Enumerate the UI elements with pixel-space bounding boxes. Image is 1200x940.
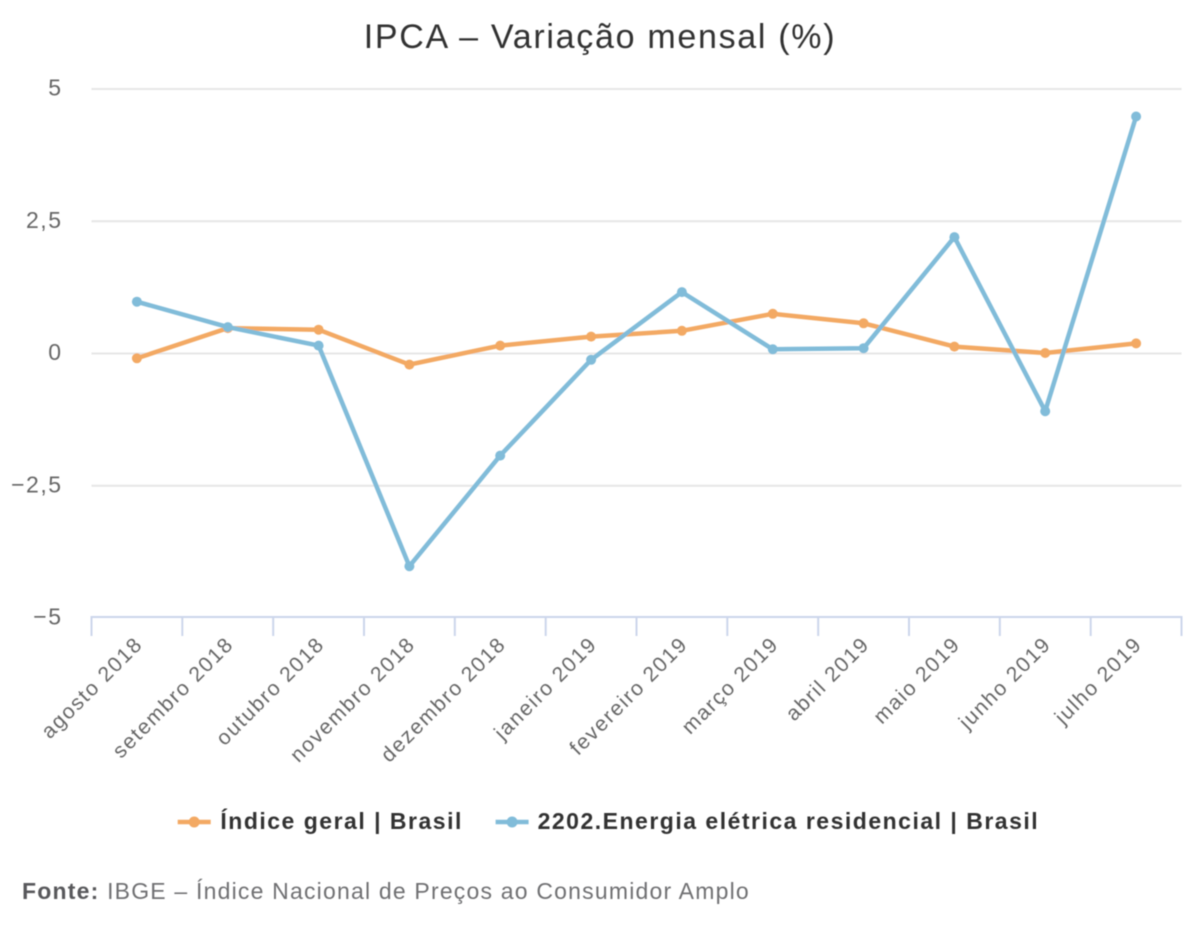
svg-text:2202.Energia elétrica residenc: 2202.Energia elétrica residencial | Bras… <box>538 808 1040 834</box>
svg-text:−5: −5 <box>33 604 62 630</box>
svg-text:IPCA – Variação mensal (%): IPCA – Variação mensal (%) <box>364 18 837 56</box>
svg-text:−2,5: −2,5 <box>11 471 62 497</box>
svg-text:Índice geral | Brasil: Índice geral | Brasil <box>220 807 462 834</box>
svg-text:2,5: 2,5 <box>26 207 62 233</box>
svg-text:Fonte: IBGE – Índice Nacional: Fonte: IBGE – Índice Nacional de Preços … <box>22 878 750 904</box>
svg-text:5: 5 <box>48 75 62 101</box>
svg-text:0: 0 <box>48 339 62 365</box>
